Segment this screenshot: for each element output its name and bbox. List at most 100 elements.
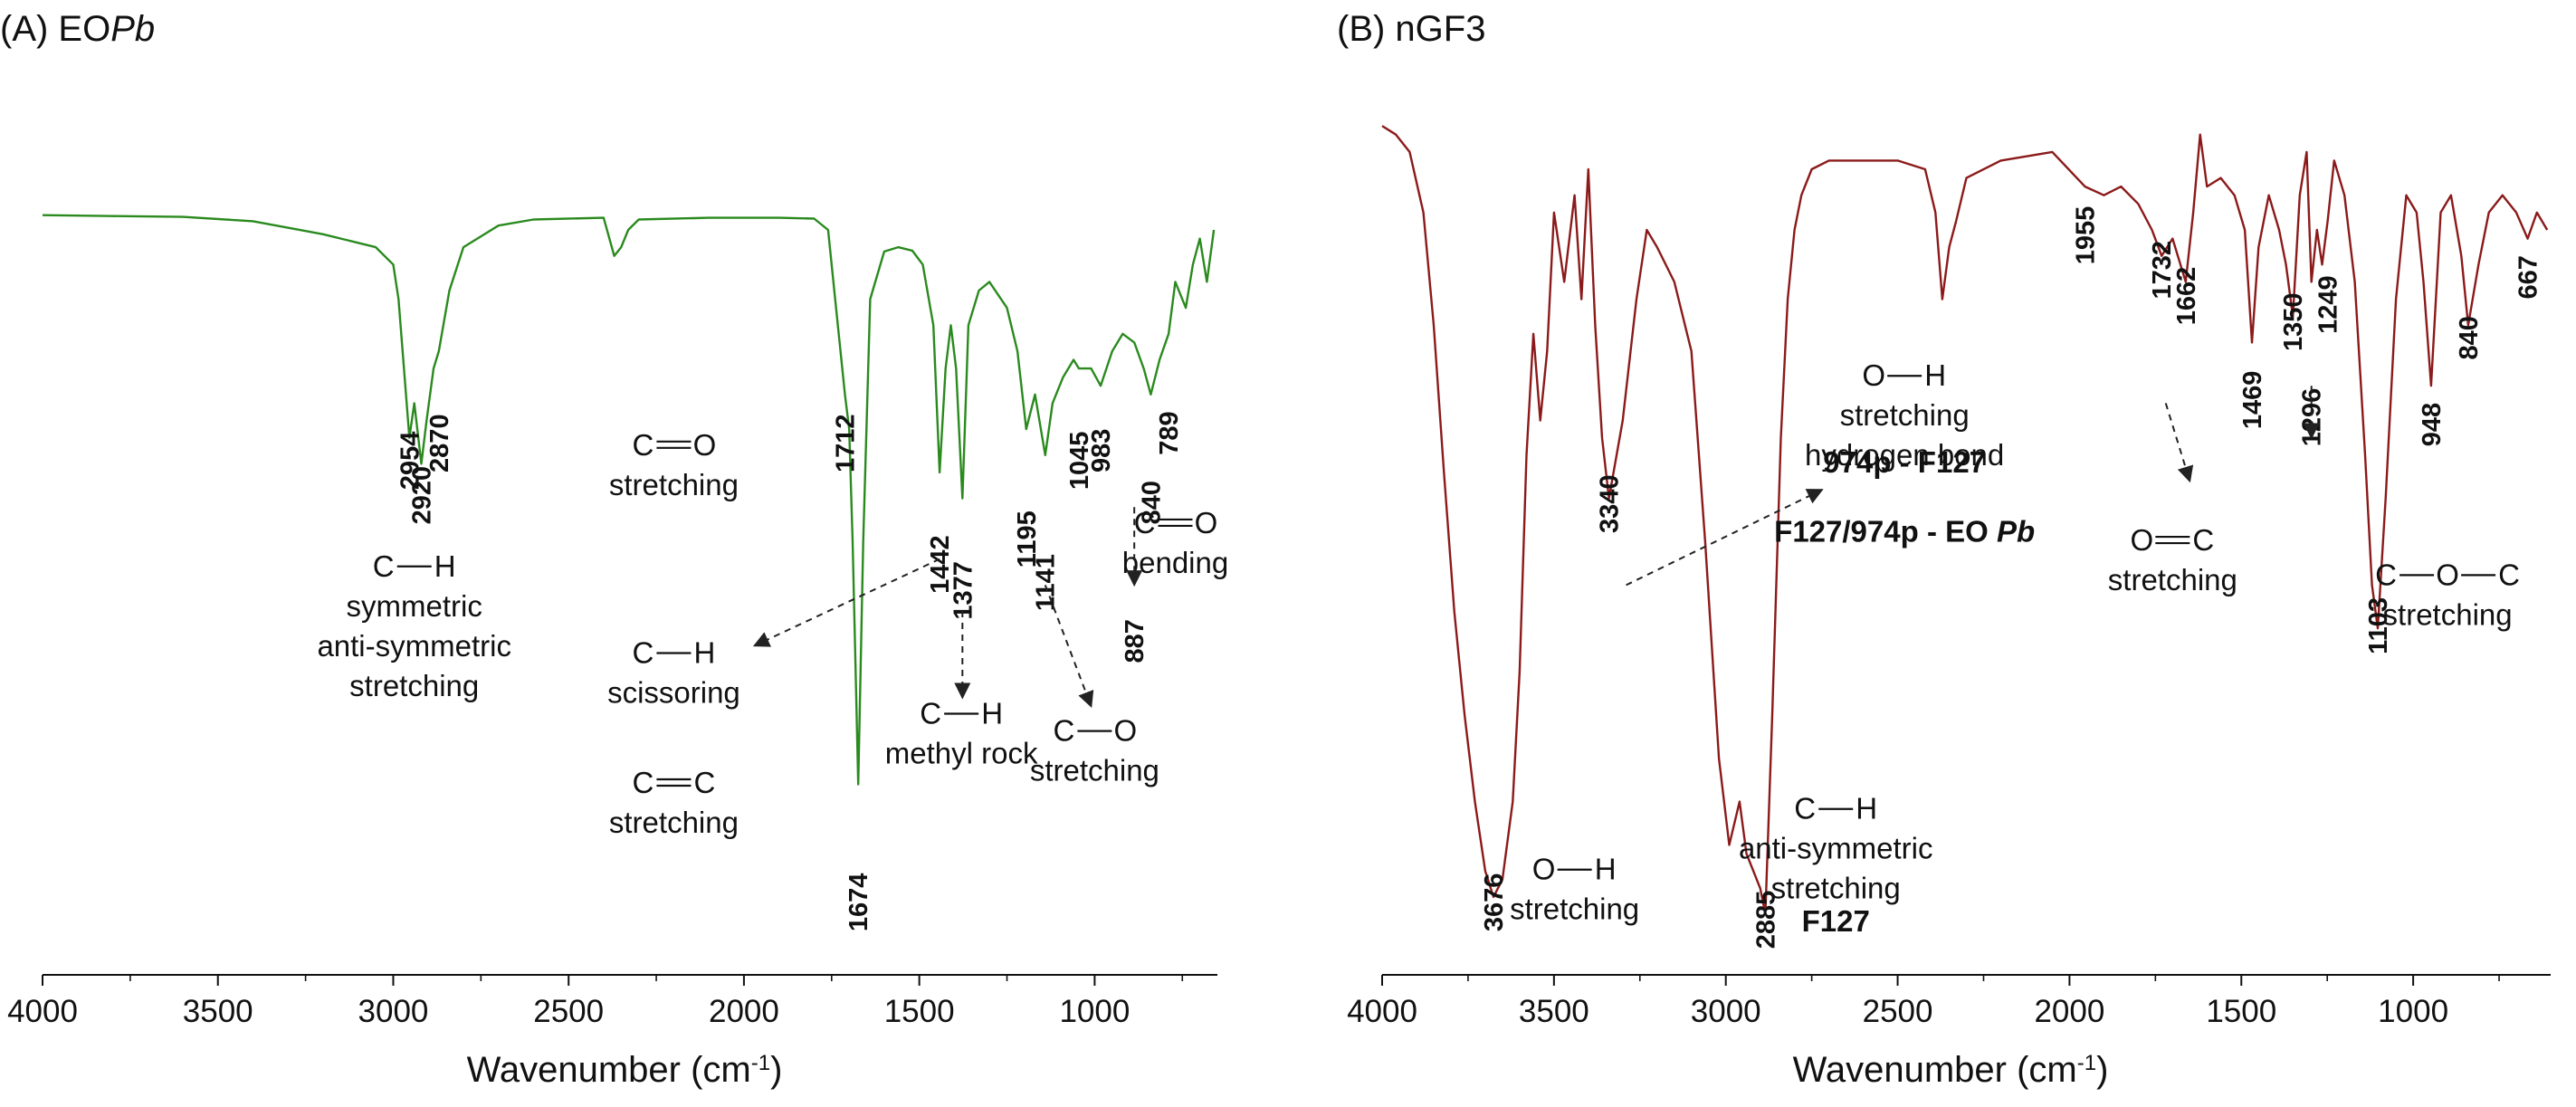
panel-a-annotation-bond-atom: H	[694, 635, 716, 669]
panel-b-x-tick-label: 1500	[2206, 994, 2276, 1029]
panel-a-x-tick-label: 1500	[884, 994, 955, 1029]
panel-a-annotation-bond-atom: C	[1134, 506, 1156, 539]
panel-b-peak-label: 667	[2514, 255, 2543, 299]
panel-a-annotation-bond-atom: H	[434, 549, 456, 583]
panel-a-peak-label: 1442	[926, 535, 955, 594]
panel-a-annotation-bond-atom: O	[693, 428, 717, 462]
panel-b-peak-label: 1350	[2279, 292, 2308, 351]
panel-a-spectrum-line	[42, 214, 1216, 786]
panel-a-annotation-text: stretching	[349, 669, 479, 702]
panel-a-annotation-bond-atom: O	[1114, 714, 1138, 748]
panel-a-peak-label: 1674	[844, 873, 873, 932]
panel-a-annotation-bond-atom: C	[1053, 714, 1074, 748]
panel-a-peak-label: 2870	[425, 414, 454, 472]
panel-a-annotation-bond-atom: C	[920, 696, 941, 730]
panel-a-dashed-arrow	[1044, 584, 1094, 709]
panel-a-peak-label: 887	[1121, 619, 1150, 663]
panel-b-annotation-text: stretching	[2108, 563, 2237, 596]
panel-b-annotation-text: stretching	[1510, 892, 1639, 926]
panel-a-x-axis-label: Wavenumber (cm-1)	[467, 1050, 783, 1090]
panel-b-annotation-bond-atom: O	[2130, 523, 2153, 557]
panel-b-x-tick-label: 2000	[2034, 994, 2104, 1029]
panel-b-annotation-bond-atom: H	[1924, 358, 1946, 392]
panel-b-annotation-bond-atom: C	[1794, 792, 1816, 825]
panel-a-x-tick-label: 3000	[358, 994, 429, 1029]
panel-a-annotation-bond-atom: C	[633, 428, 654, 462]
panel-a-annotation-bond-atom: C	[373, 549, 395, 583]
panel-b-peak-label: 1955	[2071, 206, 2100, 265]
panel-b-annotation-bond-atom: C	[2498, 558, 2520, 591]
panel-b-peak-label: 1469	[2238, 371, 2267, 430]
panel-a-peak-label: 1141	[1032, 554, 1061, 611]
panel-a-annotation-text: methyl rock	[885, 736, 1038, 769]
panel-a-x-tick-label: 1000	[1059, 994, 1130, 1029]
panel-b-annotation-bond-atom: O	[2436, 558, 2459, 591]
panel-b-ngf3: (B) nGF3 Wavenumber (cm-1) 4000 3500 3000 2…	[1337, 9, 2551, 1090]
panel-a-x-tick-label: 3500	[183, 994, 253, 1029]
panel-b-annotation-text: hydrogen bond	[1805, 438, 2004, 472]
panel-b-x-tick-label: 3000	[1691, 994, 1761, 1029]
panel-b-x-axis-label: Wavenumber (cm-1)	[1793, 1050, 2109, 1090]
panel-b-annotation-bond-atom: O	[1862, 358, 1885, 392]
panel-b-dashed-arrow	[2164, 403, 2194, 483]
panel-b-annotation-text: stretching	[1771, 872, 1901, 905]
panel-b-annotation-text: stretching	[1840, 398, 1970, 432]
panel-a-peak-label: 840	[1137, 481, 1166, 524]
panel-b-x-tick-label: 2500	[1863, 994, 1933, 1029]
panel-b-annotation-bond-atom: H	[1595, 853, 1617, 886]
panel-a-x-tick-label: 4000	[7, 994, 78, 1029]
panel-a-annotation-bond-atom: C	[633, 635, 654, 669]
panel-b-x-tick-label: 1000	[2378, 994, 2448, 1029]
panel-a-peak-label: 2954	[396, 432, 425, 491]
panel-a-peak-label: 2920	[407, 466, 436, 525]
panel-b-dashed-arrow	[1626, 489, 1824, 587]
panel-a-peak-label: 1195	[1013, 511, 1042, 568]
panel-a-annotation-bond-atom: C	[633, 766, 654, 799]
panel-b-annotation-bond-atom: O	[1532, 853, 1556, 886]
panel-b-peak-label: 3340	[1596, 474, 1625, 533]
panel-b-peak-label: 1103	[2364, 597, 2393, 654]
panel-b-annotation-text: anti-symmetric	[1739, 832, 1933, 865]
panel-a-annotation-bond-atom: H	[981, 696, 1003, 730]
panel-b-annotation-bond-atom: H	[1856, 792, 1877, 825]
panel-b-peak-label: 3676	[1480, 873, 1509, 932]
panel-b-peak-label: 1662	[2172, 267, 2201, 326]
panel-a-annotation-text: stretching	[609, 468, 739, 501]
bold-note-text: F127	[1802, 904, 1870, 938]
panel-a-annotation-text: symmetric	[347, 589, 482, 623]
panel-a-annotation-bond-atom: C	[694, 766, 716, 799]
panel-b-bold-note: F127	[1802, 904, 1870, 938]
panel-b-annotation-bond-atom: C	[2375, 558, 2397, 591]
panel-a-peak-label: 789	[1155, 411, 1184, 454]
panel-a-annotation-text: scissoring	[607, 675, 740, 709]
panel-a-peak-label: 1377	[949, 561, 978, 620]
panel-b-title: (B) nGF3	[1337, 9, 1485, 49]
bold-note-text: F127/974p - EO	[1774, 515, 1997, 549]
panel-a-annotation-bond-atom: O	[1195, 506, 1218, 539]
panel-b-peak-label: 2885	[1751, 891, 1780, 950]
panel-a-eopb: (A) EOPb Wavenumber (cm-1) 4000 3500 3000 2…	[0, 9, 1228, 1090]
panel-b-x-tick-label: 4000	[1347, 994, 1417, 1029]
bold-note-italic: Pb	[1997, 515, 2035, 549]
panel-a-x-tick-label: 2500	[533, 994, 604, 1029]
panel-a-peak-label: 1712	[832, 414, 861, 472]
panel-b-x-tick-label: 3500	[1519, 994, 1589, 1029]
panel-a-title: (A) EOPb	[0, 9, 155, 49]
panel-a-annotation-text: bending	[1122, 546, 1228, 579]
panel-a-annotation-text: anti-symmetric	[317, 629, 511, 663]
panel-b-annotation-bond-atom: C	[2192, 523, 2214, 557]
panel-b-annotation-text: stretching	[2383, 597, 2513, 631]
panel-b-spectrum-line	[1381, 125, 2549, 916]
